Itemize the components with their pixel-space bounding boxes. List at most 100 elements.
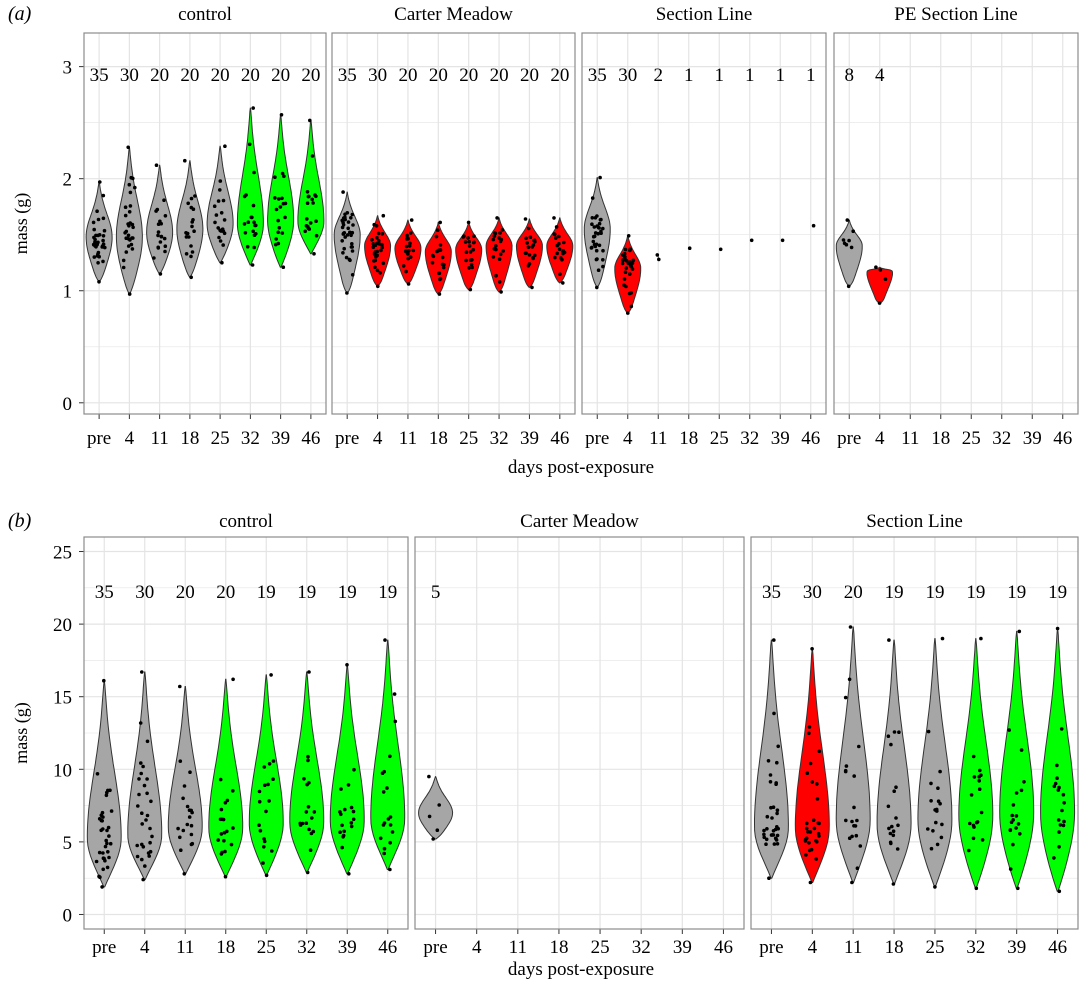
data-point	[102, 228, 107, 233]
x-tick-label: 39	[338, 937, 357, 958]
data-point	[939, 835, 944, 840]
data-point	[892, 789, 896, 793]
data-point	[181, 796, 185, 801]
data-point	[765, 814, 770, 819]
data-point	[278, 205, 283, 209]
data-point	[274, 207, 279, 212]
data-point	[442, 262, 446, 267]
data-point	[351, 223, 355, 227]
x-tick-label: 39	[673, 937, 692, 958]
data-point	[971, 823, 976, 828]
data-point	[190, 224, 194, 229]
data-point	[590, 196, 595, 200]
count-label: 2	[654, 65, 664, 86]
data-point	[895, 847, 900, 851]
data-point	[263, 783, 267, 788]
x-tick-label: 4	[875, 428, 885, 449]
data-point	[185, 231, 190, 236]
data-point	[126, 145, 130, 150]
x-tick-label: 46	[801, 428, 820, 449]
x-tick-label: 46	[1048, 937, 1067, 958]
data-point	[590, 222, 594, 226]
data-point	[137, 792, 141, 797]
violin-pre	[333, 191, 361, 294]
data-point	[342, 829, 347, 834]
data-point	[1055, 626, 1060, 631]
data-point	[162, 198, 166, 202]
data-point	[848, 625, 853, 629]
data-point	[472, 234, 476, 238]
data-point	[657, 257, 661, 262]
data-point	[96, 240, 100, 245]
data-point	[498, 239, 503, 244]
data-point	[279, 113, 284, 117]
data-point	[883, 277, 888, 282]
data-point	[594, 257, 599, 262]
data-point	[596, 268, 601, 273]
data-point	[131, 176, 135, 181]
data-point	[531, 256, 535, 261]
data-point	[379, 248, 383, 253]
x-axis-label: days post-exposure	[508, 959, 654, 980]
data-point	[106, 825, 111, 830]
data-point	[392, 692, 397, 696]
count-label: 30	[803, 582, 822, 603]
data-point	[251, 106, 255, 110]
count-label: 30	[135, 582, 154, 603]
data-point	[811, 818, 816, 822]
data-point	[189, 808, 193, 813]
data-point	[307, 670, 311, 674]
data-point	[95, 209, 99, 213]
data-point	[249, 215, 254, 220]
data-point	[372, 222, 377, 227]
data-point	[557, 247, 562, 252]
count-label: 5	[431, 582, 441, 603]
data-point	[189, 832, 194, 837]
data-point	[126, 244, 131, 248]
data-point	[847, 677, 852, 682]
data-point	[298, 821, 303, 826]
data-point	[772, 842, 777, 846]
data-point	[277, 226, 282, 230]
data-point	[896, 823, 900, 828]
data-point	[437, 271, 442, 276]
data-point	[557, 241, 561, 246]
data-point	[557, 234, 561, 239]
data-point	[258, 828, 263, 833]
data-point	[270, 849, 274, 853]
x-tick-label: 32	[740, 428, 759, 449]
data-point	[1059, 727, 1064, 731]
x-tick-label: 18	[885, 937, 904, 958]
data-point	[100, 885, 104, 889]
count-label: 1	[684, 65, 694, 86]
x-tick-label: 39	[520, 428, 539, 449]
data-point	[405, 233, 410, 238]
data-point	[629, 304, 634, 309]
data-point	[181, 828, 186, 833]
data-point	[212, 204, 217, 208]
data-point	[623, 270, 628, 275]
data-point	[274, 242, 278, 247]
data-point	[807, 731, 811, 736]
data-point	[1053, 781, 1058, 786]
data-point	[593, 216, 598, 220]
data-point	[562, 240, 566, 245]
data-point	[438, 277, 442, 282]
violin-4	[614, 235, 642, 314]
data-point	[340, 823, 344, 828]
data-point	[302, 777, 306, 781]
data-point	[388, 867, 392, 872]
data-point	[306, 754, 310, 759]
data-point	[96, 261, 100, 265]
data-point	[131, 225, 135, 230]
data-point	[150, 834, 154, 839]
data-point	[1057, 845, 1061, 849]
count-label: 20	[271, 65, 290, 86]
data-point	[351, 809, 356, 814]
data-point	[1010, 813, 1014, 818]
data-point	[780, 238, 785, 243]
data-point	[127, 182, 132, 187]
data-point	[623, 247, 628, 252]
facet-title: control	[178, 4, 232, 25]
data-point	[213, 220, 217, 225]
